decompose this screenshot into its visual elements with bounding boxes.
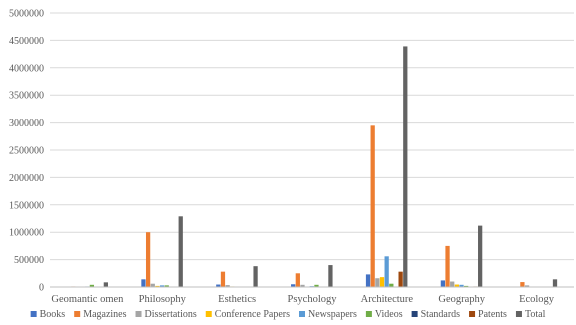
legend-label: Newspapers bbox=[308, 309, 357, 320]
bar-dissertations bbox=[225, 285, 230, 287]
category-label: Geomantic omen bbox=[51, 294, 124, 305]
bar-magazines bbox=[295, 273, 300, 287]
bar-books bbox=[141, 279, 146, 287]
y-tick-label: 500000 bbox=[14, 255, 44, 266]
category-label: Psychology bbox=[287, 294, 337, 305]
bar-newspapers bbox=[459, 284, 464, 287]
bar-dissertations bbox=[524, 285, 530, 287]
bar-books bbox=[440, 280, 446, 287]
category-label: Ecology bbox=[519, 294, 555, 305]
bar-total bbox=[253, 266, 258, 287]
y-tick-label: 1500000 bbox=[9, 200, 44, 211]
bar-newspapers bbox=[159, 285, 165, 287]
legend-swatch bbox=[299, 311, 305, 317]
y-tick-label: 2500000 bbox=[9, 146, 44, 157]
y-tick-label: 3500000 bbox=[9, 91, 44, 102]
legend-swatch bbox=[30, 311, 37, 317]
bar-books bbox=[216, 284, 221, 287]
legend-item-videos: Videos bbox=[365, 309, 403, 320]
legend-item-dissertations: Dissertations bbox=[135, 309, 197, 320]
legend-label: Conference Papers bbox=[215, 309, 290, 320]
bar-dissertations bbox=[450, 281, 455, 287]
bar-conference-papers bbox=[155, 285, 160, 287]
legend-item-patents: Patents bbox=[469, 309, 507, 320]
y-tick-label: 5000000 bbox=[9, 9, 44, 20]
legend-label: Magazines bbox=[83, 309, 126, 320]
bar-conference-papers bbox=[379, 277, 385, 287]
y-tick-label: 3000000 bbox=[9, 118, 44, 129]
category-label: Geography bbox=[438, 294, 485, 305]
bar-videos bbox=[89, 284, 95, 287]
bar-total bbox=[178, 216, 183, 287]
category-label: Architecture bbox=[361, 294, 414, 305]
bar-total bbox=[403, 46, 408, 288]
legend-swatch bbox=[515, 311, 522, 317]
bar-videos bbox=[164, 285, 169, 287]
y-tick-label: 2000000 bbox=[9, 173, 44, 184]
bar-books bbox=[365, 274, 371, 287]
legend-item-conference-papers: Conference Papers bbox=[205, 309, 290, 320]
legend-item-newspapers: Newspapers bbox=[299, 309, 357, 320]
legend-swatch bbox=[411, 311, 418, 317]
category-label: Philosophy bbox=[139, 294, 187, 305]
bar-patents bbox=[398, 271, 403, 287]
legend-label: Books bbox=[40, 309, 66, 320]
bar-videos bbox=[389, 283, 394, 287]
legend-label: Videos bbox=[375, 309, 403, 320]
bar-videos bbox=[314, 284, 319, 287]
legend-item-total: Total bbox=[515, 309, 546, 320]
bar-dissertations bbox=[375, 278, 380, 287]
bar-dissertations bbox=[300, 284, 305, 287]
bar-magazines bbox=[220, 271, 226, 287]
bar-magazines bbox=[370, 125, 375, 287]
gridlines bbox=[50, 12, 574, 261]
y-tick-label: 0 bbox=[39, 283, 44, 294]
bar-total bbox=[478, 225, 483, 287]
legend-label: Total bbox=[525, 309, 546, 320]
legend-swatch bbox=[469, 311, 476, 317]
bar-dissertations bbox=[150, 283, 155, 287]
legend-item-magazines: Magazines bbox=[74, 309, 127, 320]
bar-magazines bbox=[145, 232, 151, 287]
bar-total bbox=[328, 265, 333, 287]
y-tick-label: 4500000 bbox=[9, 36, 44, 47]
x-axis-category-labels: Geomantic omen Philosophy Esthetics Psychol… bbox=[51, 294, 554, 305]
legend-label: Patents bbox=[478, 309, 507, 320]
legend-item-standards: Standards bbox=[411, 309, 461, 320]
legend: Books Magazines Dissertations Conference Pa… bbox=[30, 309, 546, 320]
legend-item-books: Books bbox=[30, 309, 66, 320]
legend-label: Standards bbox=[421, 309, 461, 320]
category-label: Esthetics bbox=[218, 294, 256, 305]
bar-total bbox=[103, 282, 108, 287]
legend-swatch bbox=[135, 311, 142, 317]
bar-magazines bbox=[445, 245, 450, 287]
y-axis-tick-labels: 0 500000 1000000 1500000 2000000 2500000 30000… bbox=[9, 9, 44, 294]
legend-label: Dissertations bbox=[145, 309, 197, 320]
y-tick-label: 1000000 bbox=[9, 228, 44, 239]
bar-newspapers bbox=[384, 256, 389, 287]
bar-videos bbox=[464, 285, 469, 287]
bar-books bbox=[291, 284, 296, 287]
bar-total bbox=[552, 279, 558, 287]
legend-swatch bbox=[74, 311, 81, 317]
bar-magazines bbox=[520, 282, 525, 287]
bars bbox=[66, 46, 558, 288]
legend-swatch bbox=[365, 311, 372, 317]
legend-swatch bbox=[205, 311, 212, 317]
y-tick-label: 4000000 bbox=[9, 63, 44, 74]
bar-conference-papers bbox=[454, 284, 459, 287]
